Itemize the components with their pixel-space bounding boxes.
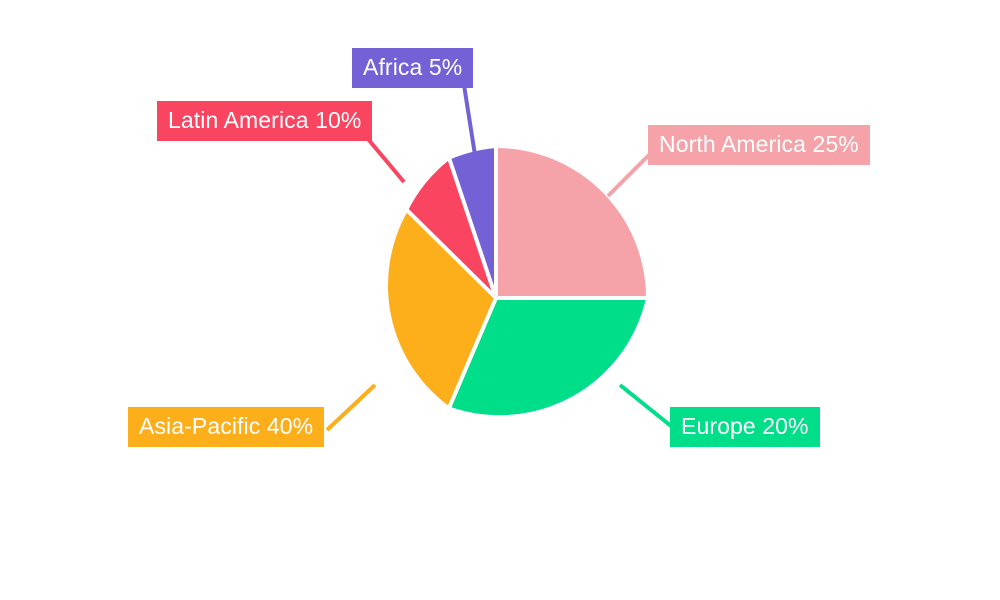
leader-line-north-america [606, 147, 657, 198]
slice-separators [405, 146, 648, 409]
slice-label-text: North America 25% [659, 131, 859, 157]
pie-slices [387, 148, 646, 416]
leader-line-latin-america [366, 137, 406, 184]
leader-line-africa [462, 84, 477, 156]
slice-label-europe[interactable]: Europe 20% [670, 407, 820, 447]
slice-label-text: Europe 20% [681, 413, 809, 439]
slice-label-text: Latin America 10% [168, 107, 362, 133]
leader-line-asia-pacific [325, 383, 377, 432]
pie-slice-north-america[interactable] [496, 148, 646, 298]
slice-label-north-america[interactable]: North America 25% [648, 125, 870, 165]
slice-label-africa[interactable]: Africa 5% [352, 48, 474, 88]
slice-label-latin-america[interactable]: Latin America 10% [157, 101, 373, 141]
slice-label-text: Africa 5% [363, 54, 463, 80]
slice-label-text: Asia-Pacific 40% [139, 413, 314, 439]
pie-slice-europe[interactable] [449, 298, 646, 416]
slice-label-asia-pacific[interactable]: Asia-Pacific 40% [128, 407, 325, 447]
leader-line-europe [618, 383, 678, 432]
pie-slice-latin-america[interactable] [407, 159, 496, 298]
leader-lines [325, 84, 678, 432]
